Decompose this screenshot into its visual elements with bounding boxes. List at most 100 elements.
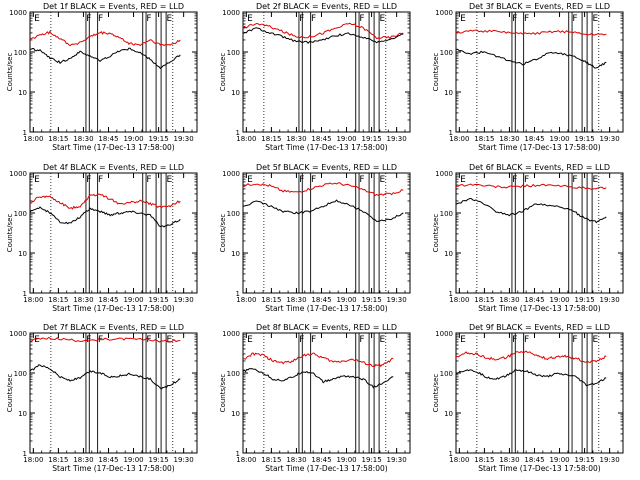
x-tick-label: 19:30 <box>174 456 194 464</box>
y-tick-label: 10 <box>444 89 453 97</box>
y-tick-label: 10 <box>18 89 27 97</box>
x-tick-label: 19:30 <box>174 296 194 304</box>
events-series-line <box>242 27 404 44</box>
x-tick-label: 19:30 <box>174 135 194 143</box>
x-tick-label: 18:30 <box>499 456 519 464</box>
y-axis-label: Counts/sec <box>219 53 227 92</box>
x-tick-label: 18:00 <box>236 296 256 304</box>
lld-series-line <box>455 183 607 191</box>
x-tick-label: 18:45 <box>524 296 544 304</box>
x-tick-label: 19:00 <box>549 296 569 304</box>
x-tick-label: 18:45 <box>311 135 331 143</box>
x-tick-label: 19:15 <box>574 456 594 464</box>
x-tick-label: 19:15 <box>148 135 168 143</box>
flag-letter: F <box>512 335 517 345</box>
flag-letter: E <box>166 175 172 185</box>
x-tick-label: 18:30 <box>73 296 93 304</box>
flag-letter: F <box>299 14 304 24</box>
flag-letter: E <box>592 335 598 345</box>
x-axis-label: Start Time (17-Dec-13 17:58:00) <box>265 304 387 313</box>
plot-frame <box>242 332 411 454</box>
flag-letter: F <box>146 14 151 24</box>
lld-series-line <box>29 193 181 210</box>
y-tick-label: 1 <box>449 290 453 298</box>
x-tick-label: 18:45 <box>98 135 118 143</box>
y-tick-label: 1 <box>236 290 240 298</box>
y-tick-label: 1000 <box>435 170 453 178</box>
y-tick-label: 10 <box>444 250 453 258</box>
x-tick-label: 19:00 <box>549 456 569 464</box>
x-tick-label: 18:45 <box>98 296 118 304</box>
events-series-line <box>455 369 607 387</box>
x-tick-label: 18:00 <box>449 135 469 143</box>
flag-letter: E <box>460 175 466 185</box>
x-tick-label: 19:30 <box>600 296 620 304</box>
flag-letter: E <box>166 14 172 24</box>
flag-letter: E <box>379 175 385 185</box>
y-tick-label: 100 <box>14 370 27 378</box>
x-tick-label: 18:15 <box>261 296 281 304</box>
y-tick-label: 1000 <box>435 330 453 338</box>
x-tick-label: 19:30 <box>387 296 407 304</box>
y-tick-label: 100 <box>440 49 453 57</box>
x-tick-label: 19:00 <box>336 296 356 304</box>
x-tick-label: 18:00 <box>236 456 256 464</box>
flag-letter: F <box>98 14 103 24</box>
x-tick-label: 19:00 <box>336 135 356 143</box>
panel-title: Det 3f BLACK = Events, RED = LLD <box>469 2 610 11</box>
events-series-line <box>242 199 404 222</box>
y-tick-label: 1 <box>23 129 27 137</box>
x-tick-label: 18:15 <box>48 296 68 304</box>
x-tick-label: 19:15 <box>148 296 168 304</box>
y-axis-label: Counts/sec <box>432 374 440 413</box>
x-tick-label: 19:15 <box>148 456 168 464</box>
x-axis-label: Start Time (17-Dec-13 17:58:00) <box>478 304 600 313</box>
y-tick-label: 1000 <box>9 170 27 178</box>
lld-series-line <box>455 29 607 36</box>
x-tick-label: 18:30 <box>499 296 519 304</box>
x-tick-label: 18:45 <box>98 456 118 464</box>
flag-letter: E <box>34 14 40 24</box>
x-axis-label: Start Time (17-Dec-13 17:58:00) <box>52 464 174 473</box>
panel-1: Det 1f BLACK = Events, RED = LLD 1 10 100 10… <box>6 2 198 152</box>
lld-series-line <box>29 30 181 47</box>
x-tick-label: 19:00 <box>123 135 143 143</box>
y-tick-label: 10 <box>18 250 27 258</box>
flag-letter: F <box>359 14 364 24</box>
plot-frame <box>455 332 624 454</box>
events-series-line <box>29 364 181 390</box>
panel-5: Det 5f BLACK = Events, RED = LLD 1 10 100 10… <box>219 163 411 313</box>
flag-letter: F <box>572 14 577 24</box>
panel-2: Det 2f BLACK = Events, RED = LLD 1 10 100 10… <box>219 2 411 152</box>
y-tick-label: 100 <box>14 210 27 218</box>
x-tick-label: 18:30 <box>286 456 306 464</box>
x-tick-label: 19:30 <box>387 456 407 464</box>
flag-letter: F <box>524 14 529 24</box>
y-tick-label: 1000 <box>435 9 453 17</box>
y-axis-label: Counts/sec <box>6 214 14 253</box>
x-tick-label: 18:45 <box>311 456 331 464</box>
x-axis-label: Start Time (17-Dec-13 17:58:00) <box>265 464 387 473</box>
x-tick-label: 18:15 <box>261 456 281 464</box>
flag-letter: E <box>34 175 40 185</box>
x-tick-label: 18:00 <box>449 456 469 464</box>
flag-letter: E <box>379 335 385 345</box>
flag-letter: F <box>359 335 364 345</box>
y-tick-label: 100 <box>227 210 240 218</box>
x-tick-label: 18:15 <box>261 135 281 143</box>
plot-frame <box>455 11 624 133</box>
y-tick-label: 100 <box>440 370 453 378</box>
x-tick-label: 18:30 <box>286 296 306 304</box>
x-axis-label: Start Time (17-Dec-13 17:58:00) <box>478 464 600 473</box>
x-tick-label: 19:15 <box>361 135 381 143</box>
flag-letter: F <box>86 14 91 24</box>
events-series-line <box>455 48 607 69</box>
flag-letter: F <box>359 175 364 185</box>
flag-letter: E <box>460 335 466 345</box>
flag-letter: F <box>146 175 151 185</box>
plot-frame <box>242 11 411 133</box>
y-axis-label: Counts/sec <box>219 374 227 413</box>
flag-letter: F <box>512 175 517 185</box>
x-tick-label: 18:30 <box>73 135 93 143</box>
